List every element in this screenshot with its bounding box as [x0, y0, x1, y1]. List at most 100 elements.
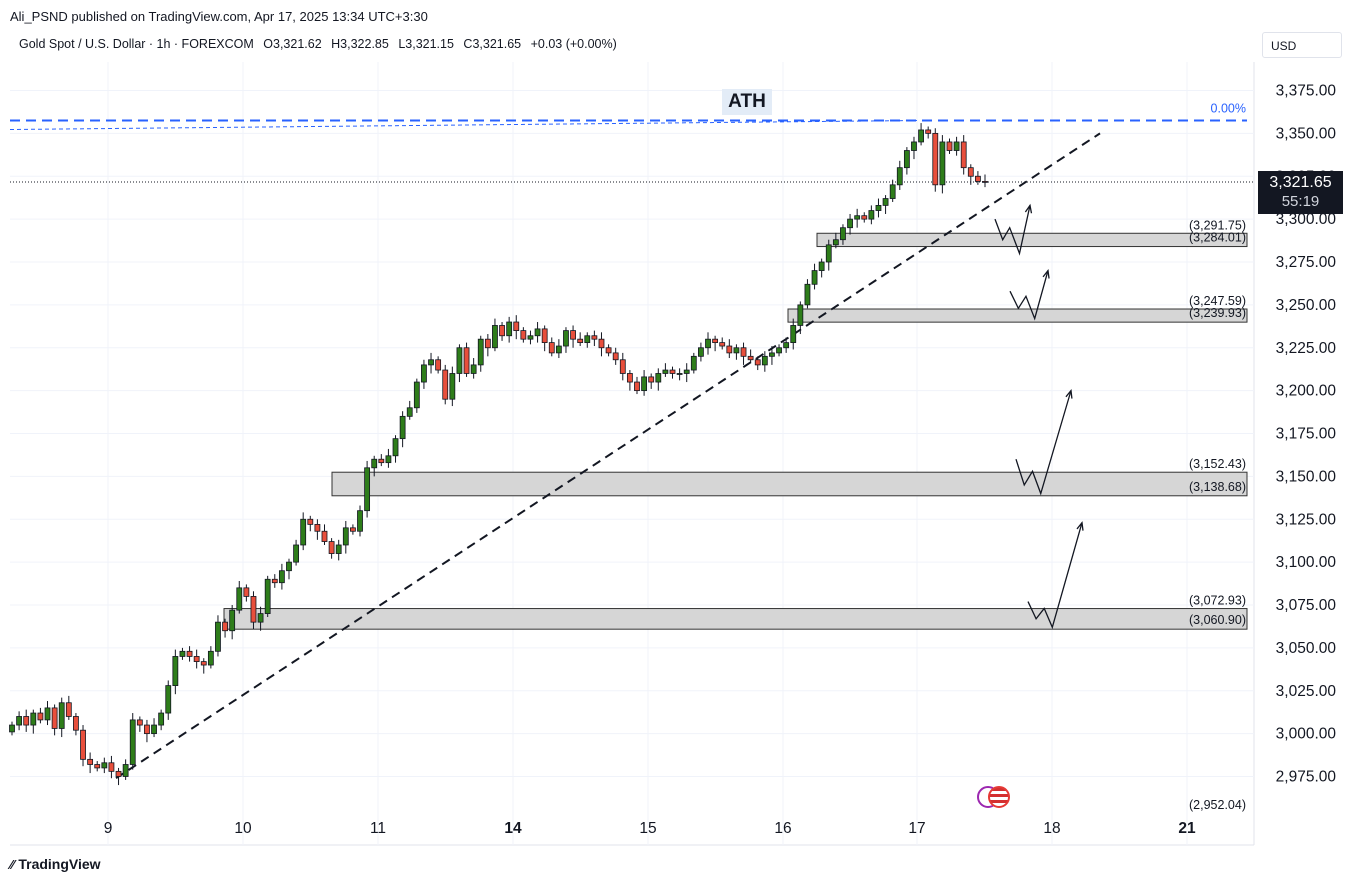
- candle-body: [136, 719, 143, 726]
- ohlc-close: C3,321.65: [463, 37, 522, 51]
- candle-body: [172, 656, 179, 687]
- candle-body: [449, 373, 456, 400]
- candle-body: [264, 578, 271, 614]
- candle-body: [733, 347, 740, 354]
- candle-body: [215, 621, 221, 652]
- tradingview-logo[interactable]: ⁄⁄ TradingView: [10, 856, 101, 872]
- currency-selector[interactable]: USD: [1262, 32, 1342, 58]
- candle-body: [534, 328, 541, 337]
- candle-body: [158, 712, 165, 726]
- candle-body: [797, 304, 804, 326]
- candle-body: [854, 215, 861, 220]
- support-zone: [816, 232, 1248, 248]
- x-tick-label: 18: [1043, 820, 1060, 837]
- ath-fib-line: [9, 120, 918, 131]
- support-zone: [331, 471, 1248, 497]
- y-tick-label: 3,075.00: [1276, 597, 1337, 614]
- candle-body: [719, 342, 726, 347]
- candle-body: [769, 352, 775, 357]
- candle-body: [378, 458, 385, 464]
- candle-body: [207, 650, 214, 666]
- candle-body: [875, 205, 882, 211]
- candle-body: [364, 467, 371, 512]
- us-flag-icon[interactable]: [988, 786, 1010, 808]
- candle-body: [65, 702, 72, 717]
- y-tick-label: 3,150.00: [1276, 468, 1337, 485]
- ohlc-open: O3,321.62: [263, 37, 322, 51]
- candle-body: [399, 415, 406, 440]
- candle-body: [293, 544, 299, 563]
- scenario-arrow: [1015, 390, 1072, 496]
- candle-body: [840, 227, 846, 241]
- ohlc-high: H3,322.85: [331, 37, 389, 51]
- x-tick-label: 14: [504, 820, 522, 837]
- candle-body: [655, 373, 662, 383]
- candle-body: [392, 438, 399, 457]
- candle-body: [882, 198, 889, 206]
- candle-body: [960, 141, 967, 169]
- y-tick-label: 3,300.00: [1276, 211, 1337, 228]
- candle-body: [563, 330, 569, 347]
- candle-body: [605, 347, 612, 354]
- last-price-value: 3,321.65: [1269, 174, 1332, 191]
- candle-body: [428, 359, 434, 366]
- candle-body: [44, 707, 51, 721]
- candle-body: [477, 338, 484, 366]
- candle-body: [818, 261, 825, 271]
- candle-body: [683, 369, 690, 374]
- candle-body: [712, 338, 719, 344]
- zone-bottom-label: (3,284.01): [1189, 231, 1246, 245]
- candle-body: [932, 132, 939, 186]
- publisher-text: Ali_PSND published on TradingView.com, A…: [10, 9, 428, 24]
- y-tick-label: 3,375.00: [1276, 83, 1337, 100]
- zone-top-label: (3,247.59): [1189, 294, 1246, 308]
- y-tick-label: 3,250.00: [1276, 297, 1337, 314]
- scenario-arrow: [1009, 270, 1049, 321]
- zone-top-label: (3,291.75): [1189, 218, 1246, 232]
- candle-body: [23, 716, 30, 726]
- y-tick-label: 3,025.00: [1276, 683, 1337, 700]
- candle-body: [754, 359, 761, 366]
- y-tick-label: 3,000.00: [1276, 726, 1337, 743]
- candle-body: [896, 167, 903, 186]
- candle-body: [144, 724, 150, 735]
- x-tick-label: 17: [908, 820, 925, 837]
- candle-body: [889, 184, 896, 199]
- candle-body: [51, 707, 58, 729]
- candle-body: [555, 345, 562, 354]
- candle-body: [101, 762, 108, 769]
- candle-body: [591, 335, 598, 340]
- candle-body: [577, 338, 584, 344]
- candle-body: [250, 596, 257, 623]
- candle-body: [229, 609, 236, 632]
- candle-body: [527, 335, 534, 340]
- candle-body: [73, 716, 79, 731]
- y-tick-label: 3,175.00: [1276, 426, 1337, 443]
- candle-body: [300, 518, 307, 546]
- candle-body: [925, 129, 932, 134]
- candle-body: [186, 650, 193, 657]
- candle-body: [669, 369, 676, 374]
- candle-body: [335, 544, 342, 554]
- candle-body: [350, 527, 356, 532]
- candle-body: [484, 338, 491, 349]
- scenario-arrow: [994, 205, 1031, 256]
- y-tick-label: 3,350.00: [1276, 125, 1337, 142]
- candle-body: [705, 338, 711, 349]
- candle-body: [541, 328, 548, 344]
- scenario-arrow-head: [1065, 389, 1073, 399]
- y-tick-label: 3,275.00: [1276, 254, 1337, 271]
- candle-body: [946, 141, 953, 151]
- bottom-price-label: (2,952.04): [1189, 798, 1246, 812]
- symbol-name[interactable]: Gold Spot / U.S. Dollar · 1h · FOREXCOM: [19, 37, 254, 51]
- candle-body: [328, 541, 335, 554]
- candle-body: [903, 150, 910, 169]
- candle-body: [37, 712, 44, 721]
- candle-body: [825, 244, 832, 263]
- last-price-tag: 3,321.65 55:19: [1258, 171, 1343, 214]
- candle-body: [385, 455, 392, 464]
- candle-body: [357, 510, 363, 532]
- zone-bottom-label: (3,239.93): [1189, 306, 1246, 320]
- candle-body: [129, 719, 136, 765]
